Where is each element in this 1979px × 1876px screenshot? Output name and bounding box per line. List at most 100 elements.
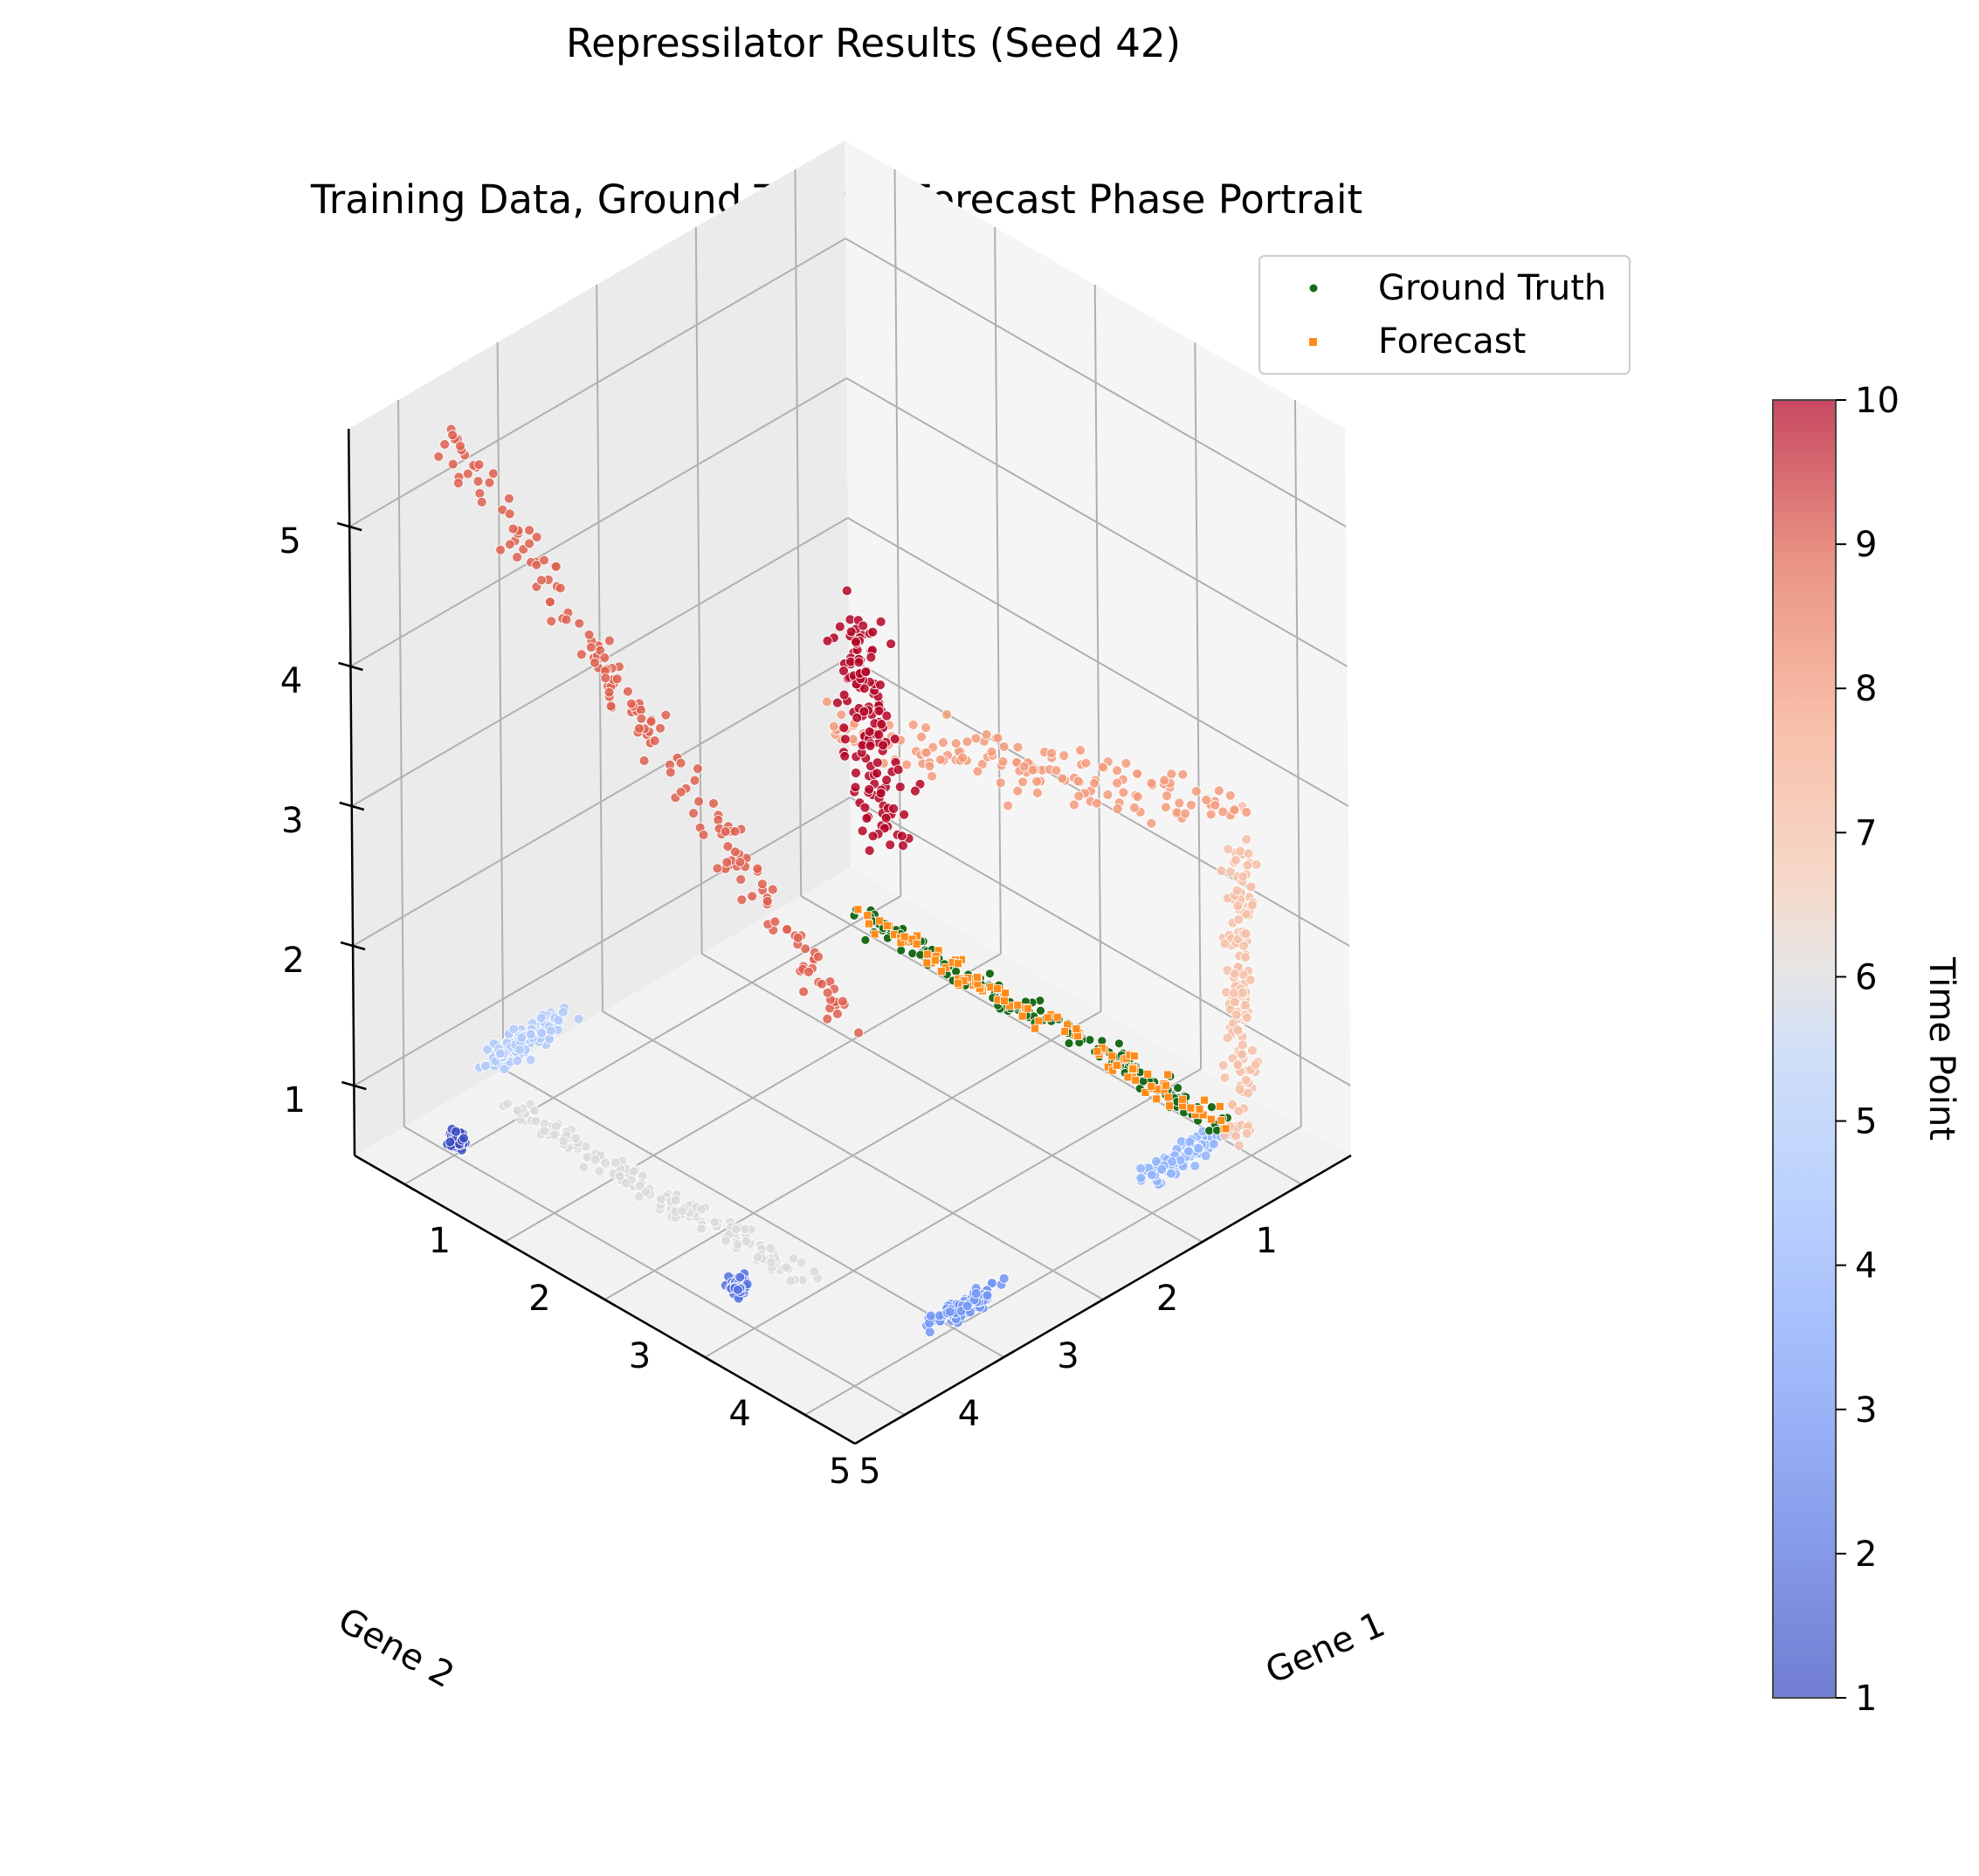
y-axis-label: Gene 2: [331, 1600, 460, 1696]
training-point: [864, 845, 875, 856]
training-point: [907, 720, 919, 730]
z-axis-line: [347, 428, 356, 1156]
training-point: [1166, 769, 1177, 780]
training-point: [1216, 866, 1227, 876]
training-point: [834, 621, 845, 632]
training-point: [507, 523, 519, 535]
forecast-point: [1107, 1052, 1117, 1061]
training-point: [1205, 809, 1217, 820]
training-point: [893, 764, 904, 776]
training-point: [1075, 745, 1086, 755]
training-point: [752, 1252, 763, 1263]
forecast-point: [1163, 1093, 1173, 1102]
training-point: [1241, 1128, 1252, 1139]
training-point: [1247, 900, 1258, 911]
training-point: [1241, 908, 1252, 920]
data-points: [433, 424, 1263, 1337]
training-point: [800, 943, 810, 955]
training-point: [762, 896, 773, 907]
training-point: [636, 705, 646, 715]
training-point: [1228, 988, 1239, 998]
training-point: [864, 783, 875, 795]
training-point: [851, 768, 861, 778]
forecast-point: [1129, 1052, 1139, 1060]
training-point: [512, 552, 522, 562]
training-point: [546, 1025, 556, 1037]
training-point: [875, 679, 886, 691]
forecast-point: [1128, 1064, 1138, 1073]
forecast-point: [1013, 1000, 1023, 1010]
training-point: [548, 1129, 560, 1141]
training-point: [1092, 797, 1102, 809]
forecast-point: [865, 919, 873, 928]
forecast-point: [1152, 1094, 1162, 1104]
forecast-point: [1131, 1075, 1141, 1085]
training-point: [970, 1288, 982, 1299]
training-point: [689, 775, 700, 786]
gridline: [496, 341, 505, 1070]
training-point: [858, 683, 870, 694]
training-point: [767, 884, 778, 895]
training-point: [649, 735, 660, 746]
y-tick-label: 1: [1255, 1221, 1277, 1261]
tick-mark: [693, 1349, 716, 1365]
tick-mark: [794, 1407, 817, 1423]
forecast-point: [1216, 1102, 1224, 1111]
training-point: [865, 741, 876, 751]
training-point: [590, 657, 600, 668]
training-point: [1224, 790, 1236, 801]
training-point: [733, 1284, 743, 1295]
training-point: [860, 666, 872, 678]
training-point: [873, 729, 885, 740]
training-point: [809, 1266, 820, 1277]
forecast-point: [1147, 1082, 1156, 1091]
training-point: [998, 741, 1010, 752]
training-point: [828, 721, 839, 732]
training-point: [573, 1013, 584, 1024]
training-point: [986, 746, 997, 757]
training-point: [881, 775, 892, 785]
training-point: [459, 1133, 469, 1144]
training-point: [924, 761, 935, 772]
training-point: [675, 757, 686, 769]
x-tick-label: 4: [728, 1394, 750, 1434]
training-point: [553, 1015, 564, 1025]
training-point: [836, 709, 847, 721]
training-point: [822, 696, 832, 707]
training-point: [997, 756, 1009, 767]
training-point: [1112, 804, 1123, 814]
training-point: [508, 1024, 520, 1035]
training-cluster-t2: [720, 1268, 753, 1304]
training-point: [970, 733, 982, 744]
tick-mark: [338, 661, 363, 672]
training-point: [838, 722, 850, 734]
training-point: [792, 932, 803, 943]
training-point: [445, 1136, 456, 1148]
training-point: [921, 747, 932, 758]
training-point: [894, 782, 906, 792]
tick-mark: [593, 1292, 617, 1307]
training-point: [1112, 765, 1122, 776]
training-point: [1073, 790, 1085, 802]
training-point: [1132, 768, 1143, 779]
training-point: [546, 616, 557, 627]
tick-mark: [493, 1234, 516, 1250]
training-point: [1219, 1072, 1231, 1083]
training-point: [557, 1007, 569, 1017]
forecast-point: [1221, 1124, 1231, 1134]
tick-mark: [1190, 1234, 1214, 1250]
z-tick-label: 3: [281, 801, 303, 841]
tick-mark: [340, 941, 366, 951]
training-point: [472, 476, 484, 486]
training-point: [1238, 987, 1248, 998]
tick-mark: [1092, 1292, 1114, 1307]
training-point: [1237, 1049, 1247, 1060]
forecast-point: [1195, 1105, 1204, 1114]
training-point: [665, 767, 676, 778]
training-point: [603, 686, 615, 698]
training-point: [747, 891, 758, 902]
training-point: [610, 1157, 621, 1169]
forecast-point: [1141, 1088, 1150, 1097]
training-point: [535, 1012, 547, 1024]
forecast-point: [863, 911, 872, 921]
